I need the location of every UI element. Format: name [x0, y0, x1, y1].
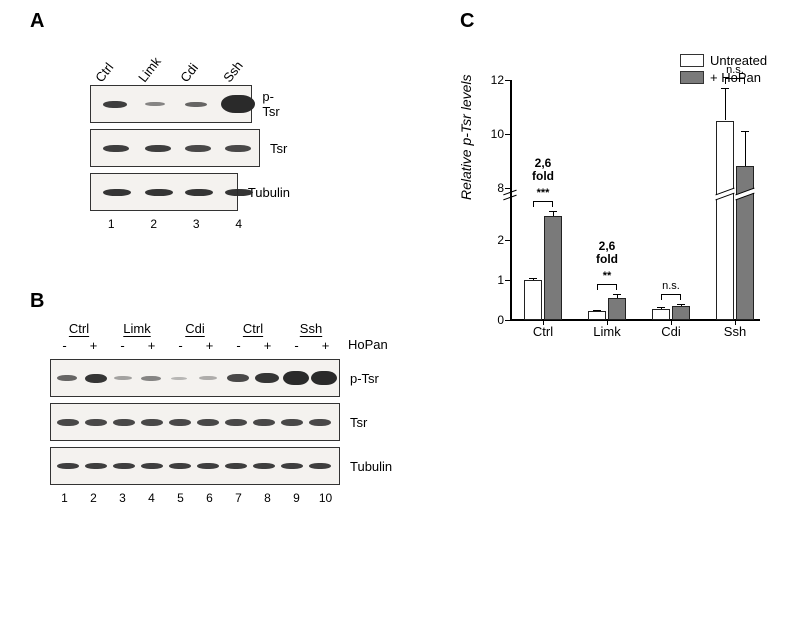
row-label: p-Tsr [350, 371, 379, 386]
group-label: Ctrl [50, 321, 108, 336]
bar [524, 280, 542, 320]
lane-number: 4 [137, 491, 166, 505]
lane-number: 3 [175, 217, 218, 231]
hopan-label: HoPan [348, 337, 388, 352]
panel-b-blots: p-Tsr Tsr Tubulin [50, 359, 410, 485]
significance-label: ** [588, 270, 626, 282]
group-label: Limk [108, 321, 166, 336]
blot-p-tsr [50, 359, 340, 397]
group-label: Ctrl [224, 321, 282, 336]
lane-number: 6 [195, 491, 224, 505]
pm-indicator: + [253, 338, 282, 353]
blot-p-tsr [90, 85, 252, 123]
panel-b-pm-row: -+-+-+-+-+ [50, 338, 340, 353]
x-axis-label: Ctrl [518, 324, 568, 339]
bar-chart: 01281012***2,6foldCtrl**2,6foldLimkn.s.C… [510, 80, 760, 320]
pm-indicator: + [79, 338, 108, 353]
pm-indicator: + [311, 338, 340, 353]
blot-tubulin [90, 173, 238, 211]
tick-label: 12 [480, 73, 504, 87]
legend-swatch [680, 54, 704, 67]
pm-indicator: - [166, 338, 195, 353]
x-axis-label: Ssh [710, 324, 760, 339]
significance-label: n.s. [716, 64, 754, 76]
tick-label: 8 [480, 181, 504, 195]
lane-number: 1 [50, 491, 79, 505]
row-label: p-Tsr [262, 89, 290, 119]
fold-label: 2,6fold [520, 157, 566, 183]
group-label: Cdi [166, 321, 224, 336]
panel-a-lane-numbers: 1234 [90, 217, 260, 231]
y-axis-label: Relative p-Tsr levels [458, 74, 474, 200]
panel-b-group-labels: CtrlLimkCdiCtrlSsh [50, 321, 410, 336]
panel-b: CtrlLimkCdiCtrlSsh -+-+-+-+-+ HoPan p-Ts… [30, 295, 410, 505]
lane-label: Ctrl [92, 60, 116, 85]
bar [652, 309, 670, 320]
pm-indicator: + [137, 338, 166, 353]
row-label: Tsr [350, 415, 367, 430]
lane-number: 2 [79, 491, 108, 505]
lane-number: 8 [253, 491, 282, 505]
panel-a-lane-labels: Ctrl Limk Cdi Ssh [90, 40, 290, 85]
pm-indicator: - [224, 338, 253, 353]
tick-label: 1 [480, 273, 504, 287]
x-axis-label: Limk [582, 324, 632, 339]
tick-label: 0 [480, 313, 504, 327]
blot-tubulin [50, 447, 340, 485]
pm-indicator: - [282, 338, 311, 353]
lane-number: 7 [224, 491, 253, 505]
bar [588, 311, 606, 320]
group-label: Ssh [282, 321, 340, 336]
panel-a: CtrlLimkCdiSsh p-TsrTsrTubulin 1234 [30, 15, 360, 206]
lane-number: 3 [108, 491, 137, 505]
pm-indicator: + [195, 338, 224, 353]
bar [544, 216, 562, 320]
lane-number: 5 [166, 491, 195, 505]
lane-number: 4 [218, 217, 261, 231]
lane-number: 9 [282, 491, 311, 505]
x-axis-label: Cdi [646, 324, 696, 339]
tick-label: 10 [480, 127, 504, 141]
lane-number: 1 [90, 217, 133, 231]
row-label: Tubulin [248, 185, 290, 200]
panel-c: Relative p-Tsr levels Untreated+ HoPan 0… [440, 15, 790, 355]
bar [672, 306, 690, 320]
row-label: Tsr [270, 141, 287, 156]
bar [608, 298, 626, 320]
lane-number: 10 [311, 491, 340, 505]
significance-label: n.s. [652, 280, 690, 292]
panel-b-lane-numbers: 12345678910 [50, 491, 340, 505]
lane-label: Limk [135, 54, 164, 85]
bar [716, 121, 734, 321]
blot-tsr [50, 403, 340, 441]
lane-label: Cdi [177, 60, 201, 85]
lane-label: Ssh [220, 58, 246, 85]
significance-label: *** [524, 187, 562, 199]
panel-a-blots: p-Tsr Tsr Tubulin [90, 85, 290, 211]
fold-label: 2,6fold [584, 240, 630, 266]
pm-indicator: - [50, 338, 79, 353]
pm-indicator: - [108, 338, 137, 353]
tick-label: 2 [480, 233, 504, 247]
blot-tsr [90, 129, 260, 167]
row-label: Tubulin [350, 459, 392, 474]
lane-number: 2 [133, 217, 176, 231]
axis-break [503, 192, 517, 200]
